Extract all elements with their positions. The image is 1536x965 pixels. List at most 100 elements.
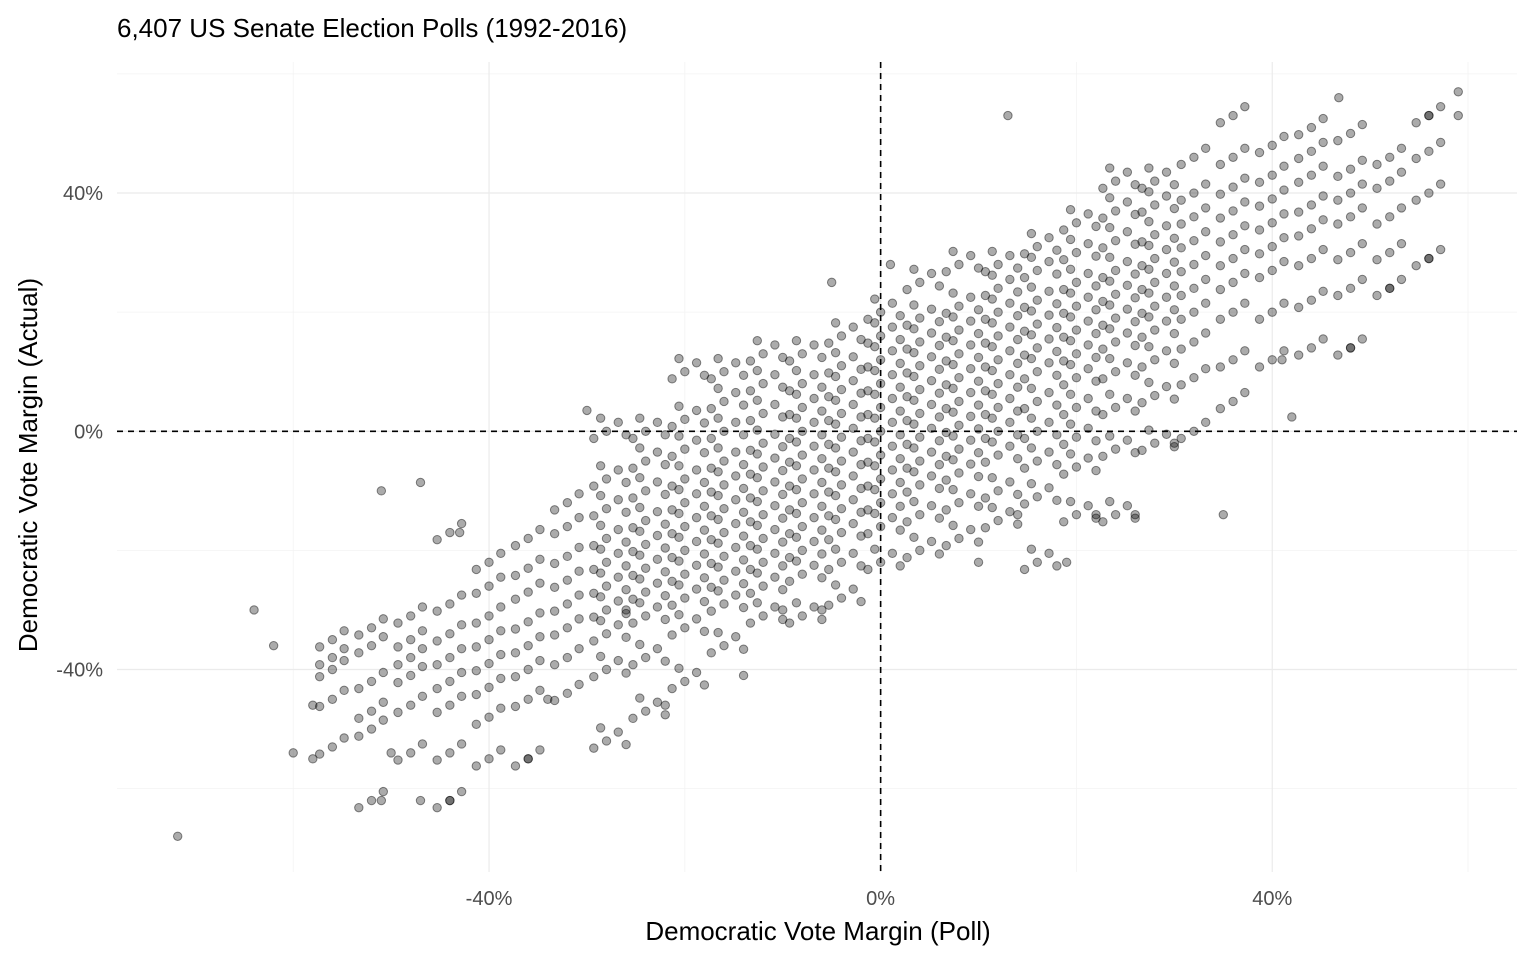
data-point [902,415,912,426]
data-point [1385,212,1395,222]
data-point [885,259,896,270]
data-point [758,378,768,389]
data-point [562,521,573,532]
data-point [817,549,827,559]
data-point [1032,426,1042,436]
data-point [1137,397,1147,408]
data-point [1424,110,1434,121]
data-point [973,376,984,386]
data-point [660,567,670,577]
data-point [1071,218,1082,228]
data-point [830,395,841,405]
data-point [314,671,325,682]
data-point [909,443,919,453]
data-point [824,415,834,426]
data-point [909,532,919,542]
data-point [1019,433,1030,444]
data-point [1110,367,1121,377]
data-point [993,378,1003,389]
data-point [980,386,991,396]
data-point [863,314,873,324]
data-point [621,632,631,643]
data-point [699,448,710,458]
data-point [1169,358,1180,369]
data-point [1130,179,1140,190]
data-point [980,314,991,324]
data-point [1277,355,1287,365]
data-point [378,632,388,642]
data-point [406,700,416,710]
data-point [1240,221,1250,231]
data-point [339,643,349,654]
data-point [1279,232,1289,243]
data-point [454,527,465,538]
data-point [621,584,631,595]
data-point [660,519,670,529]
data-point [1287,412,1297,422]
data-point [713,514,723,525]
data-point [523,694,533,704]
data-point [830,467,841,477]
data-point [926,375,937,386]
data-point [1098,320,1108,330]
data-point [973,501,984,512]
data-point [713,627,723,638]
data-point [731,495,741,505]
data-point [1065,496,1076,507]
data-point [731,417,741,428]
data-point [574,590,584,600]
data-point [378,697,388,707]
data-point [1161,381,1172,392]
data-point [993,307,1003,317]
data-point [1005,250,1015,261]
data-point [1385,176,1395,186]
data-point [1161,268,1172,279]
data-point [1012,287,1023,297]
data-point [680,367,690,377]
data-point [758,581,768,591]
data-point [1012,382,1023,392]
data-point [445,700,455,710]
data-point [589,511,599,521]
data-point [887,369,898,380]
data-point [1161,292,1172,302]
data-point [1044,334,1054,344]
data-point [980,457,991,467]
data-point [691,405,702,416]
data-point [314,701,325,712]
data-point [1144,163,1154,173]
data-point [987,365,997,376]
data-point [1169,305,1180,315]
data-point [1279,346,1289,356]
data-point [954,498,964,508]
data-point [667,552,677,563]
data-point [895,311,905,321]
data-point [1110,235,1121,246]
data-point [1306,170,1317,180]
data-point [327,635,338,645]
data-point [1032,265,1042,276]
data-point [339,685,349,696]
y-tick-label: -40% [56,660,103,682]
data-point [909,467,919,477]
data-point [1083,393,1093,404]
data-point [1144,187,1154,197]
data-point [674,508,684,519]
data-point [1091,221,1101,232]
data-point [613,548,623,559]
data-point [1411,260,1421,271]
data-point [824,338,834,348]
data-point [948,246,958,257]
data-point [1137,207,1147,217]
data-point [674,461,684,471]
data-point [595,520,606,531]
data-point [1240,298,1250,308]
data-point [926,423,937,433]
data-point [731,447,741,457]
data-point [339,733,349,743]
data-point [1333,219,1343,229]
data-point [870,484,880,495]
data-point [791,484,802,495]
data-point [1130,513,1140,523]
data-point [640,515,651,526]
